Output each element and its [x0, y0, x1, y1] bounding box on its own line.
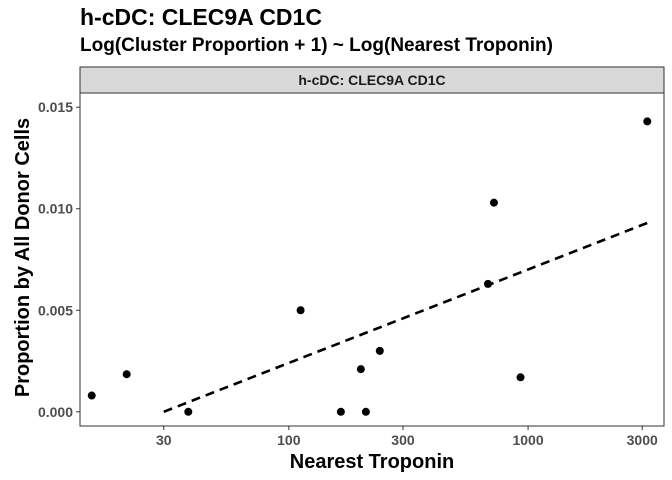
data-point [184, 407, 193, 416]
data-point [643, 117, 652, 126]
y-tick-label: 0.015 [38, 99, 73, 115]
data-point [336, 407, 345, 416]
x-tick-label: 30 [156, 432, 172, 448]
data-point [122, 370, 131, 379]
x-tick-label: 3000 [627, 432, 658, 448]
y-axis-title: Proportion by All Donor Cells [12, 118, 34, 397]
y-tick-label: 0.005 [38, 302, 73, 318]
x-tick-label: 300 [391, 432, 415, 448]
data-point [489, 198, 498, 207]
data-point [87, 391, 96, 400]
data-point [375, 346, 384, 355]
trend-line [163, 221, 648, 413]
chart-subtitle: Log(Cluster Proportion + 1) ~ Log(Neares… [80, 35, 553, 56]
y-tick-label: 0.010 [38, 201, 73, 217]
plot-panel [79, 92, 665, 427]
x-tick-label: 100 [277, 432, 301, 448]
data-point [356, 365, 365, 374]
data-point [516, 373, 525, 382]
data-point [296, 306, 305, 315]
data-point [483, 279, 492, 288]
chart-title: h-cDC: CLEC9A CD1C [80, 4, 322, 30]
facet-strip-label: h-cDC: CLEC9A CD1C [298, 72, 445, 88]
y-tick-label: 0.000 [38, 404, 73, 420]
x-axis-title: Nearest Troponin [290, 451, 454, 473]
data-point [361, 407, 370, 416]
x-tick-label: 1000 [512, 432, 543, 448]
facet-strip [79, 66, 665, 94]
